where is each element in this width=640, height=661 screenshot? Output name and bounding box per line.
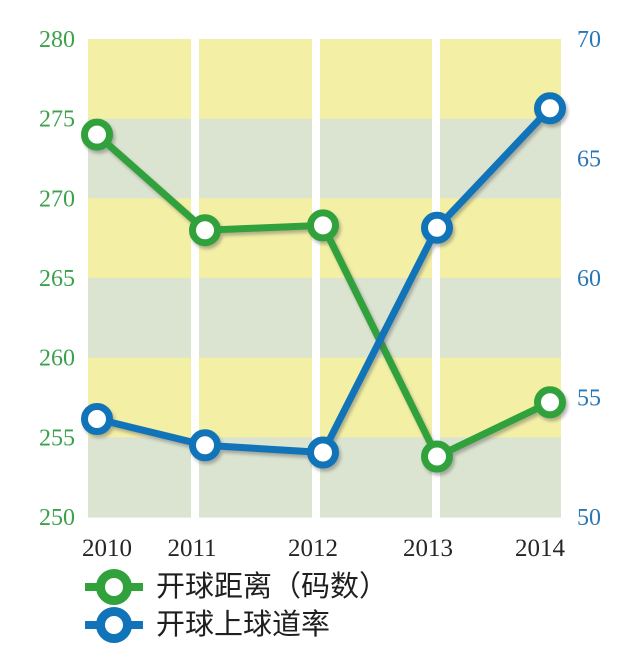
vertical-gridline [191,39,199,520]
x-axis-year-label: 2011 [167,535,216,562]
x-axis-year-label: 2012 [288,535,338,562]
data-point-marker [189,429,221,462]
legend-label-driving-distance: 开球距离（码数） [156,571,389,603]
data-point-marker [534,92,566,125]
x-axis-year-label: 2010 [82,535,132,562]
x-axis-year-label: 2014 [515,535,566,562]
legend-item-driving-distance: 开球距离（码数） [82,568,388,606]
data-point-marker [307,209,339,242]
left-axis-tick-label: 265 [39,266,75,292]
legend-item-fairway-rate: 开球上球道率 [82,606,388,644]
legend-marker-green-icon [85,569,143,605]
left-axis-tick-label: 280 [39,27,75,53]
series-fairway-rate [81,92,566,469]
left-axis-tick-label: 260 [39,346,75,372]
legend-marker-blue-icon [85,607,143,643]
legend: 开球距离（码数） 开球上球道率 [82,568,388,644]
right-axis-tick-label: 50 [577,505,601,531]
legend-marker-ring [96,569,132,605]
data-point-marker [81,118,113,151]
right-axis-tick-label: 70 [577,27,601,53]
data-point-marker [421,440,453,473]
data-point-marker [81,403,113,435]
x-axis-year-label: 2013 [403,535,453,562]
plot-band [88,39,561,120]
legend-label-fairway-rate: 开球上球道率 [156,609,331,641]
data-point-marker [189,214,221,247]
plot-band [88,118,561,199]
plot-band [88,278,561,359]
data-point-marker [307,436,339,469]
plot-band [88,357,561,438]
left-axis-tick-label: 255 [39,425,75,451]
data-point-marker [421,211,453,244]
right-axis-tick-label: 60 [577,266,601,292]
vertical-gridline [432,39,440,520]
left-axis-tick-label: 270 [39,186,75,212]
right-axis-tick-label: 65 [577,147,601,173]
legend-marker-ring [96,607,132,643]
series-driving-distance [81,118,566,473]
left-axis-tick-label: 275 [39,107,75,133]
data-point-marker [534,386,566,419]
vertical-gridline [312,39,320,520]
right-axis-tick-label: 55 [577,386,601,412]
left-axis-tick-label: 250 [39,505,75,531]
